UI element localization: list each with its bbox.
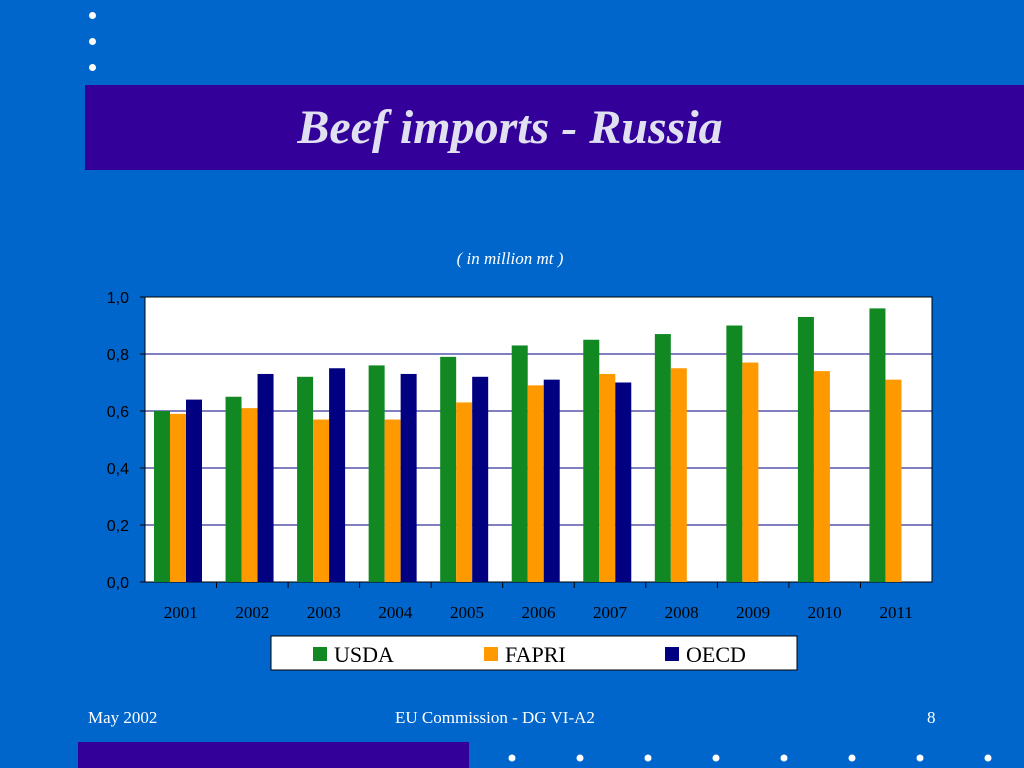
- y-tick-label: 0,0: [107, 575, 129, 592]
- bar-usda-2007: [583, 339, 600, 582]
- y-tick-label: 1,0: [107, 290, 129, 307]
- y-tick-label: 0,8: [107, 347, 129, 364]
- y-tick-label: 0,2: [107, 518, 129, 535]
- legend-label-oecd: OECD: [686, 642, 746, 667]
- bar-fapri-2006: [527, 385, 544, 582]
- x-tick-label: 2010: [808, 603, 842, 622]
- bar-oecd-2006: [543, 379, 560, 582]
- bar-oecd-2001: [186, 399, 202, 582]
- dot-icon: [89, 12, 96, 19]
- page-number: 8: [927, 708, 936, 727]
- bar-fapri-2007: [599, 373, 616, 582]
- footer-date: May 2002: [88, 708, 158, 727]
- x-tick-label: 2008: [665, 603, 699, 622]
- y-tick-label: 0,6: [107, 404, 129, 421]
- bar-fapri-2003: [313, 419, 330, 582]
- bar-usda-2005: [440, 356, 457, 582]
- bar-fapri-2005: [456, 402, 473, 582]
- x-tick-label: 2007: [593, 603, 628, 622]
- bar-oecd-2002: [257, 373, 274, 582]
- x-tick-label: 2011: [880, 603, 913, 622]
- chart-subtitle: ( in million mt ): [457, 249, 564, 268]
- x-tick-label: 2002: [235, 603, 269, 622]
- bar-oecd-2005: [472, 376, 489, 582]
- x-tick-label: 2005: [450, 603, 484, 622]
- legend-swatch-fapri: [484, 647, 498, 661]
- footer-organization: EU Commission - DG VI-A2: [395, 708, 595, 727]
- bar-usda-2011: [869, 308, 886, 582]
- bar-usda-2002: [225, 396, 242, 582]
- x-tick-label: 2001: [164, 603, 198, 622]
- bar-fapri-2004: [384, 419, 401, 582]
- bar-oecd-2007: [615, 382, 632, 582]
- x-tick-label: 2006: [522, 603, 556, 622]
- x-tick-label: 2009: [736, 603, 770, 622]
- x-tick-label: 2003: [307, 603, 341, 622]
- bar-usda-2003: [297, 376, 314, 582]
- x-tick-label: 2004: [378, 603, 413, 622]
- dot-icon: [89, 64, 96, 71]
- bar-oecd-2003: [329, 368, 346, 582]
- legend-label-fapri: FAPRI: [505, 642, 566, 667]
- y-tick-label: 0,4: [107, 461, 129, 478]
- bar-fapri-2008: [670, 368, 687, 582]
- bar-usda-2008: [654, 334, 671, 582]
- bar-usda-2010: [797, 316, 814, 582]
- slide-title: Beef imports - Russia: [297, 101, 723, 154]
- bar-usda-2009: [726, 325, 743, 582]
- bar-fapri-2011: [885, 379, 902, 582]
- title-band: [85, 85, 1024, 170]
- legend-label-usda: USDA: [334, 642, 394, 667]
- bar-usda-2001: [154, 411, 170, 582]
- bar-fapri-2002: [241, 408, 258, 582]
- bar-usda-2004: [368, 365, 385, 582]
- bar-fapri-2010: [813, 371, 830, 582]
- bar-oecd-2004: [400, 373, 417, 582]
- legend-box: [270, 635, 798, 671]
- bottom-band: [78, 742, 469, 768]
- bar-usda-2006: [511, 345, 528, 582]
- bar-fapri-2009: [742, 362, 759, 582]
- legend-swatch-usda: [313, 647, 327, 661]
- dot-icon: [89, 38, 96, 45]
- legend-swatch-oecd: [665, 647, 679, 661]
- bar-fapri-2001: [170, 413, 186, 582]
